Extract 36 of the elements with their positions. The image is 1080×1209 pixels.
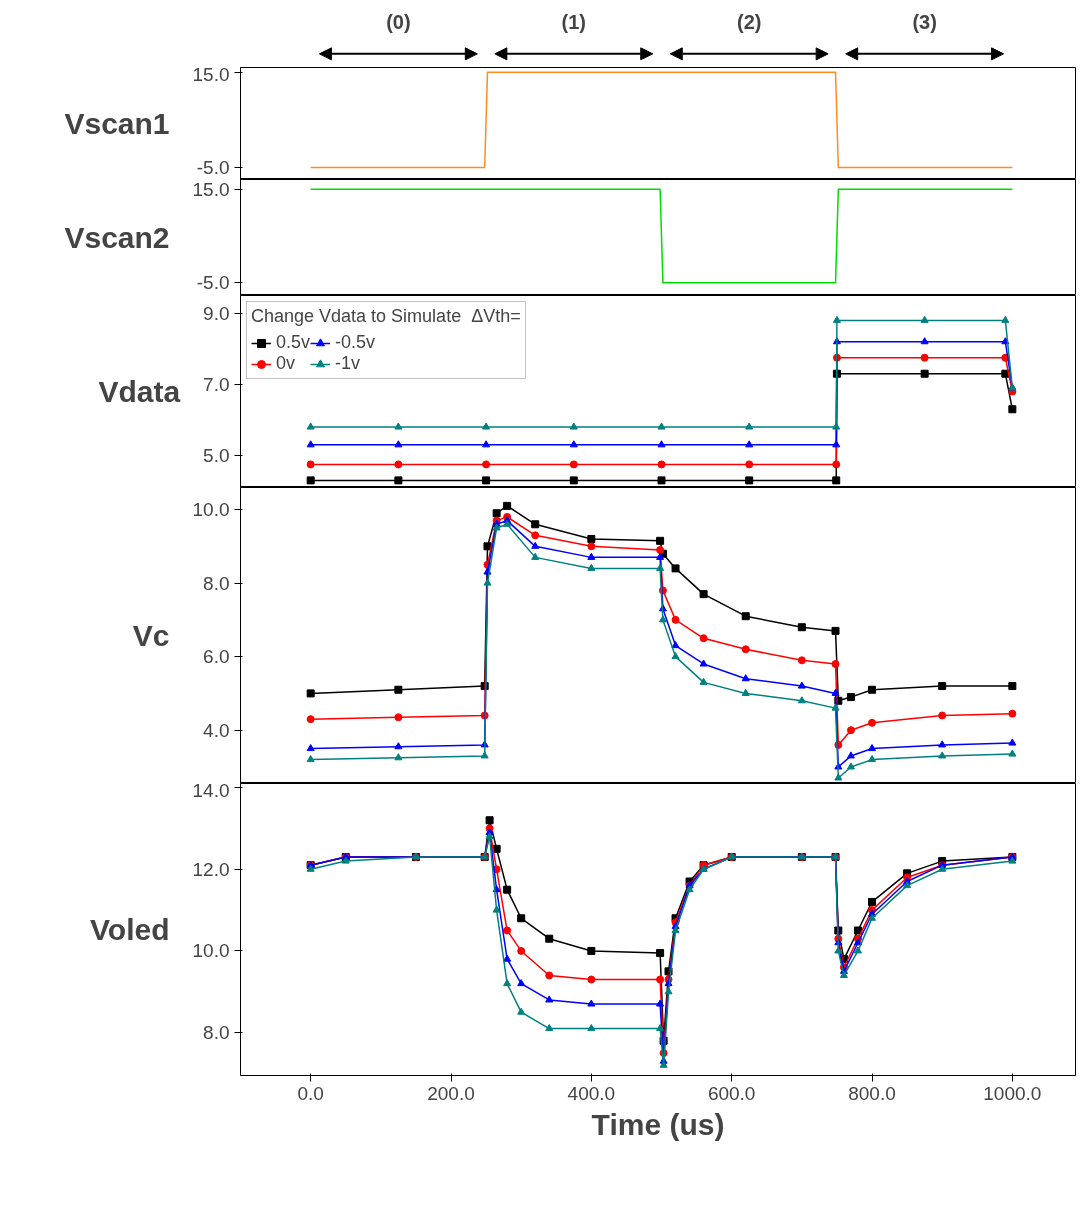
legend-label: 0.5v [276,332,311,353]
text: (1) [561,11,587,34]
legend-label: -0.5v [335,332,376,353]
legend-label: -1v [335,353,361,374]
y-tick-label: -5.0 [196,272,230,294]
legend-label: 0v [276,353,296,374]
x-tick-label: 0.0 [297,1082,324,1104]
y-tick-label: 8.0 [203,572,230,594]
y-tick-label: 14.0 [192,779,230,801]
x-tick-label: 800.0 [848,1082,896,1104]
text: (2) [737,11,762,34]
text: (0) [386,11,411,34]
y-axis-title: Voled [90,913,170,946]
x-tick-label: 1000.0 [983,1082,1042,1104]
y-tick-label: 10.0 [192,499,230,521]
y-axis-title: Vscan2 [64,221,170,254]
y-tick-label: 15.0 [192,63,230,85]
x-tick-label: 400.0 [567,1082,616,1104]
y-tick-label: 6.0 [203,646,230,668]
y-tick-label: 4.0 [203,719,230,741]
y-axis-title: Vscan1 [64,107,170,140]
legend-title: Change Vdata to Simulate ΔVth= [251,306,521,327]
x-tick-label: 200.0 [427,1082,475,1104]
y-tick-label: 10.0 [192,940,230,962]
x-axis-title: Time (us) [591,1107,725,1141]
y-tick-label: -5.0 [196,157,230,179]
x-tick-label: 600.0 [707,1082,756,1104]
y-tick-label: 12.0 [192,858,230,880]
y-axis-title: Vc [132,619,170,652]
y-tick-label: 7.0 [203,373,230,395]
y-tick-label: 15.0 [192,178,230,200]
y-tick-label: 8.0 [203,1022,230,1044]
y-tick-label: 9.0 [203,302,230,324]
y-tick-label: 5.0 [203,445,230,466]
text: (3) [912,11,937,34]
y-axis-title: Vdata [98,375,181,408]
